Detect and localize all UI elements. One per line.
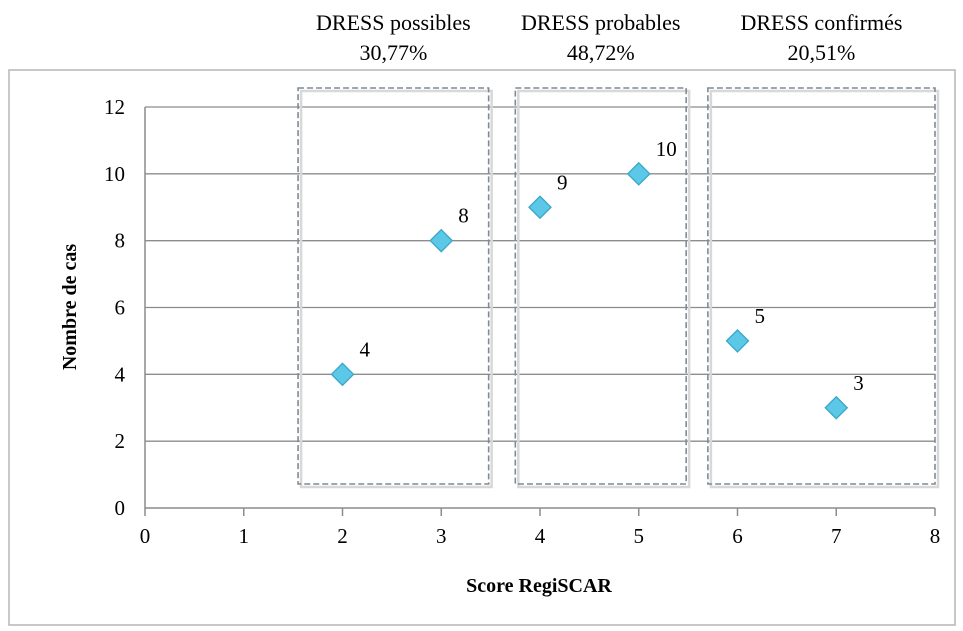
y-tick-label-6: 6 (115, 296, 126, 320)
data-point-0-0 (330, 362, 355, 387)
group-percent-1: 48,72% (567, 40, 635, 65)
x-tick-label-1: 1 (239, 524, 250, 548)
axes (144, 107, 936, 516)
group-box-0 (297, 87, 490, 485)
x-tick-label-4: 4 (535, 524, 546, 548)
x-tick-label-6: 6 (732, 524, 743, 548)
x-tick-label-2: 2 (337, 524, 348, 548)
x-tick-label-5: 5 (634, 524, 645, 548)
group-box-shadow-0 (299, 89, 493, 489)
group-name-2: DRESS confirmés (740, 10, 902, 35)
data-point-0-2 (528, 195, 552, 220)
data-label-0-3: 10 (656, 137, 677, 161)
y-tick-label-0: 0 (115, 496, 126, 520)
plot-frame (8, 69, 956, 626)
data-point-0-1 (429, 228, 454, 253)
data-point-0-5 (824, 395, 849, 420)
data-label-0-1: 8 (458, 204, 469, 228)
group-name-0: DRESS possibles (316, 10, 471, 35)
data-points (330, 161, 849, 420)
group-percent-2: 20,51% (788, 40, 856, 65)
data-label-0-5: 3 (853, 371, 864, 395)
x-tick-label-8: 8 (930, 524, 941, 548)
group-box-2 (707, 87, 936, 485)
x-axis-title: Score RegiSCAR (466, 575, 612, 597)
data-point-0-4 (725, 328, 750, 353)
group-box-1 (514, 87, 687, 485)
group-name-1: DRESS probables (521, 10, 681, 35)
x-tick-label-3: 3 (436, 524, 447, 548)
y-tick-label-10: 10 (104, 162, 125, 186)
data-label-0-4: 5 (755, 304, 766, 328)
data-label-0-2: 9 (557, 170, 568, 194)
group-box-shadow-2 (709, 89, 940, 489)
x-tick-label-7: 7 (831, 524, 842, 548)
y-tick-label-8: 8 (115, 229, 126, 253)
y-tick-label-2: 2 (115, 429, 126, 453)
y-tick-label-4: 4 (115, 362, 126, 386)
point-labels: 4 8 9 10 5 3 (360, 137, 864, 395)
y-axis-title: Nombre de cas (59, 244, 81, 370)
data-label-0-0: 4 (360, 337, 371, 361)
y-tick-label-12: 12 (104, 95, 125, 119)
group-boxes (297, 87, 940, 489)
group-box-shadow-1 (517, 89, 691, 489)
grid (145, 106, 935, 442)
group-percent-0: 30,77% (359, 40, 427, 65)
group-labels: DRESS possibles 30,77% DRESS probables 48,7… (316, 10, 902, 65)
data-point-0-3 (626, 161, 651, 186)
x-tick-label-0: 0 (140, 524, 151, 548)
